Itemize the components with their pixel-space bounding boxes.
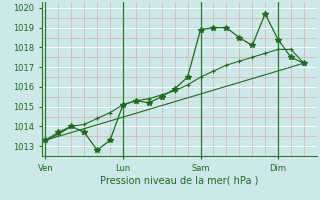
X-axis label: Pression niveau de la mer( hPa ): Pression niveau de la mer( hPa ) [100,175,258,185]
